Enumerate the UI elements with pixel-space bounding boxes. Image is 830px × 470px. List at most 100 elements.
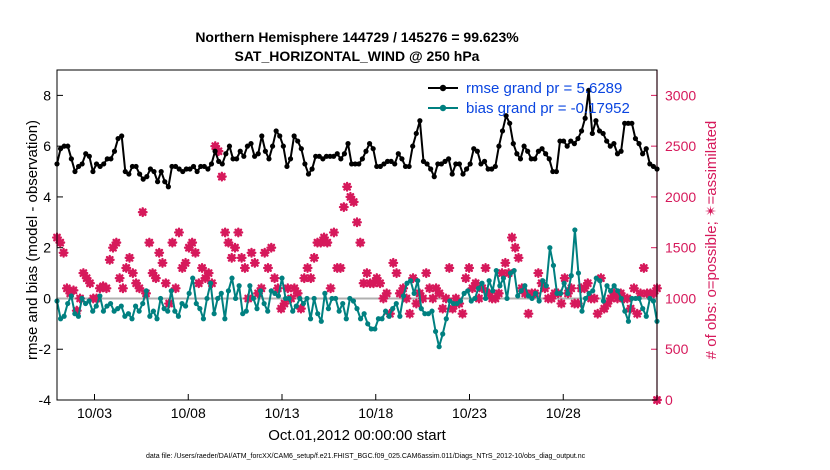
obs-marker	[299, 273, 310, 284]
obs-marker	[121, 263, 132, 273]
rmse-point	[212, 148, 218, 154]
bias-point	[190, 275, 196, 281]
obs-marker	[592, 308, 603, 319]
rmse-point	[604, 138, 610, 144]
rmse-point	[349, 161, 355, 167]
rmse-point	[384, 158, 391, 164]
obs-marker	[233, 227, 244, 238]
obs-marker	[246, 247, 257, 258]
bias-point	[422, 311, 428, 317]
rmse-point	[119, 133, 125, 139]
bias-point	[579, 308, 585, 314]
obs-marker	[108, 242, 119, 253]
x-tick-label: 10/13	[264, 405, 299, 421]
obs-marker	[91, 293, 102, 304]
rmse-point	[223, 151, 229, 157]
obs-marker	[239, 263, 250, 273]
rmse-point	[287, 156, 294, 162]
obs-marker	[71, 305, 82, 316]
left-y-tick-label: 8	[43, 87, 51, 103]
left-y-tick-label: -4	[39, 392, 52, 408]
obs-marker	[470, 278, 481, 289]
bias-point	[382, 308, 389, 314]
plot-frame	[56, 69, 658, 401]
rmse-point	[194, 168, 200, 175]
obs-marker	[167, 237, 178, 248]
bias-point	[304, 295, 310, 302]
obs-marker	[431, 283, 442, 294]
obs-marker	[388, 257, 399, 268]
obs-marker	[441, 293, 452, 304]
bias-point	[165, 308, 171, 314]
rmse-point	[75, 163, 82, 170]
rmse-point	[151, 168, 157, 175]
obs-marker	[622, 293, 633, 304]
bias-point	[322, 290, 328, 296]
rmse-point	[374, 163, 380, 170]
obs-marker	[605, 293, 616, 304]
bias-point	[379, 316, 385, 322]
obs-marker	[150, 273, 161, 284]
obs-marker	[342, 181, 353, 192]
bias-point	[432, 328, 439, 335]
bias-point	[486, 278, 492, 284]
obs-marker	[309, 252, 320, 263]
bias-point	[490, 288, 496, 294]
obs-marker	[305, 273, 316, 284]
bias-point	[279, 275, 285, 281]
obs-marker	[58, 247, 69, 258]
rmse-point	[187, 166, 193, 172]
obs-marker	[131, 278, 142, 289]
obs-marker	[276, 303, 287, 314]
bias-point	[607, 288, 614, 294]
rmse-point	[492, 163, 498, 170]
obs-marker	[213, 146, 224, 157]
rmse-point	[517, 156, 524, 162]
obs-marker	[559, 273, 570, 284]
bias-point	[557, 290, 564, 296]
x-tick-label: 10/28	[546, 405, 581, 421]
obs-marker	[170, 283, 181, 294]
bias-point	[368, 326, 374, 332]
bias-point	[357, 316, 364, 322]
rmse-point	[90, 168, 96, 175]
rmse-point	[147, 166, 154, 172]
rmse-point	[586, 87, 592, 93]
bias-point	[215, 295, 221, 302]
obs-marker	[352, 217, 362, 228]
bias-point	[207, 280, 214, 286]
obs-marker	[220, 227, 231, 238]
bias-point	[407, 278, 414, 284]
right-y-tick-label: 0	[665, 392, 673, 408]
right-y-tick-label: 2000	[665, 189, 696, 205]
bias-point	[200, 316, 207, 322]
obs-marker	[510, 242, 521, 253]
obs-marker	[635, 288, 646, 299]
bias-point	[325, 306, 332, 312]
rmse-point	[406, 163, 412, 170]
rmse-point	[205, 166, 211, 172]
bias-point	[157, 295, 164, 302]
bias-point	[390, 306, 396, 312]
obs-marker	[319, 232, 330, 243]
rmse-point	[428, 166, 434, 172]
bias-point	[186, 290, 192, 296]
bias-point	[257, 288, 264, 294]
obs-marker	[480, 263, 491, 273]
bias-point	[475, 285, 482, 291]
rmse-point	[467, 161, 473, 167]
obs-marker	[638, 263, 649, 273]
obs-marker	[460, 273, 471, 284]
rmse-point	[252, 153, 258, 159]
bias-point	[118, 303, 124, 309]
rmse-point	[190, 163, 197, 170]
obs-marker	[124, 252, 135, 263]
bias-point	[236, 283, 242, 289]
rmse-point	[162, 179, 168, 185]
bias-point	[604, 283, 610, 289]
bias-point	[354, 306, 360, 312]
chart-title: Northern Hemisphere 144729 / 145276 = 99…	[195, 29, 519, 45]
obs-marker	[609, 288, 620, 299]
rmse-point	[61, 143, 67, 149]
obs-marker	[408, 273, 419, 284]
